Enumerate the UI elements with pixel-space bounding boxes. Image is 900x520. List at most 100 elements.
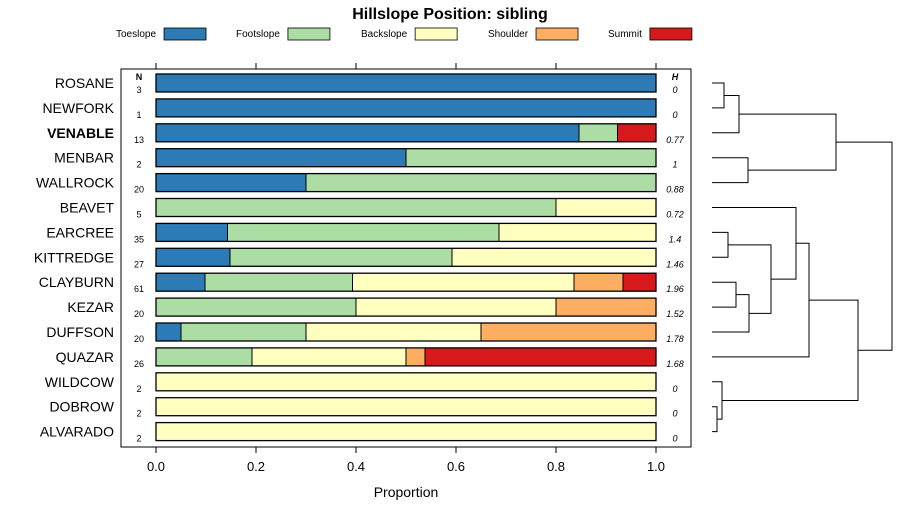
row-h-entropy: 0 (672, 434, 677, 444)
row-label: KEZAR (67, 299, 114, 315)
bar-segment-footslope (579, 123, 618, 142)
bar-outline (155, 172, 657, 193)
bar-segment-toeslope (156, 74, 656, 92)
legend-label-summit: Summit (608, 29, 642, 40)
bar-segment-backslope (156, 397, 656, 416)
row-h-entropy: 1.96 (666, 284, 684, 294)
bar-outline (155, 397, 657, 417)
row-label: CLAYBURN (39, 274, 114, 290)
dendrogram-branch (712, 231, 729, 258)
bar-segment-footslope (230, 248, 452, 267)
row-duffson: DUFFSON 20 1.78 (46, 322, 684, 344)
bar-segment-backslope (352, 273, 574, 292)
dendrogram-branch (712, 94, 740, 134)
bar-segment-backslope (452, 248, 656, 267)
row-n-count: 35 (134, 234, 144, 244)
row-n-count: 2 (136, 434, 141, 444)
row-newfork: NEWFORK 1 0 (42, 98, 678, 120)
plot-frame (120, 68, 692, 448)
dendrogram-branch (836, 141, 893, 351)
row-earcree: EARCREE 35 1.4 (46, 222, 682, 244)
legend-label-shoulder: Shoulder (488, 29, 529, 40)
row-label: MENBAR (54, 150, 114, 166)
row-label: BEAVET (60, 200, 115, 216)
row-n-count: 2 (136, 409, 141, 419)
row-label: DUFFSON (46, 324, 114, 340)
chart-title: Hillslope Position: sibling (352, 6, 548, 23)
bar-segment-backslope (556, 198, 656, 217)
row-h-entropy: 1.4 (669, 234, 682, 244)
bar-outline (155, 222, 657, 243)
row-h-entropy: 0 (672, 409, 677, 419)
row-label: DOBROW (49, 399, 114, 415)
bar-segment-toeslope (156, 323, 181, 341)
bar-outline (155, 197, 657, 218)
bar-segment-footslope (227, 223, 499, 242)
bar-segment-backslope (306, 323, 481, 341)
row-n-count: 20 (134, 185, 144, 195)
x-tick-label: 1.0 (647, 459, 665, 474)
row-n-count: 61 (134, 284, 144, 294)
bar-segment-shoulder (406, 347, 425, 366)
row-alvarado: ALVARADO 2 0 (40, 421, 678, 444)
row-rosane: ROSANE 3 0 (55, 73, 678, 95)
legend-swatch-backslope (414, 27, 458, 41)
row-wildcow: WILDCOW 2 0 (45, 372, 678, 394)
row-wallrock: WALLROCK 20 0.88 (36, 172, 684, 195)
bar-outline (155, 272, 657, 292)
bar-outline (155, 123, 657, 143)
row-h-entropy: 0.77 (666, 135, 685, 145)
row-n-count: 5 (136, 210, 141, 220)
x-tick-label: 0.4 (347, 459, 365, 474)
bar-outline (155, 73, 657, 93)
row-quazar: QUAZAR 26 1.68 (56, 347, 684, 369)
row-venable: VENABLE 13 0.77 (47, 123, 685, 145)
x-axis-label: Proportion (374, 484, 439, 500)
bar-segment-summit (623, 273, 656, 292)
legend-swatch-shoulder (535, 27, 579, 41)
x-tick-label: 0.0 (147, 459, 165, 474)
row-n-count: 20 (134, 334, 144, 344)
dendrogram-branch (739, 113, 837, 171)
row-n-count: 13 (134, 135, 144, 145)
bar-segment-backslope (252, 347, 406, 366)
x-tick-label: 0.6 (447, 459, 465, 474)
bar-segment-backslope (156, 372, 656, 391)
bar-outline (155, 247, 657, 267)
bar-outline (155, 421, 657, 442)
bar-rows: ROSANE 3 0 NEWFORK 1 0 VENABLE 13 0.77 MENBAR 2 1 WA… (34, 73, 685, 444)
bar-segment-footslope (406, 148, 656, 167)
row-h-entropy: 0.72 (666, 210, 684, 220)
row-label: WILDCOW (45, 374, 115, 390)
bar-segment-toeslope (156, 98, 656, 117)
legend-label-footslope: Footslope (236, 29, 280, 40)
bar-segment-footslope (205, 273, 353, 292)
row-n-count: 2 (136, 160, 141, 170)
dendrogram-branch (712, 242, 810, 358)
bar-segment-toeslope (156, 123, 579, 142)
row-h-entropy: 1.46 (666, 259, 684, 269)
bar-segment-summit (617, 123, 656, 142)
bar-segment-toeslope (156, 173, 306, 192)
bar-segment-toeslope (156, 273, 205, 292)
row-beavet: BEAVET 5 0.72 (60, 197, 684, 220)
bar-segment-toeslope (156, 148, 406, 167)
row-h-entropy: 0 (672, 110, 677, 120)
row-n-count: 2 (136, 384, 141, 394)
bar-segment-footslope (306, 173, 656, 192)
bar-outline (155, 322, 657, 342)
row-h-entropy: 0 (672, 384, 677, 394)
dendrogram-branch (722, 299, 859, 401)
row-label: ALVARADO (40, 424, 114, 440)
x-tick-label: 0.2 (247, 459, 265, 474)
dendrogram-branch (712, 157, 749, 184)
legend-swatch-toeslope (163, 27, 207, 41)
n-column-header: N (136, 72, 143, 82)
x-axis: 0.0 0.2 0.4 0.6 0.8 1.0 (147, 63, 665, 474)
row-h-entropy: 0 (672, 85, 677, 95)
x-tick-label: 0.8 (547, 459, 565, 474)
bar-segment-footslope (156, 298, 356, 317)
bar-segment-shoulder (481, 323, 656, 341)
row-n-count: 1 (136, 110, 141, 120)
